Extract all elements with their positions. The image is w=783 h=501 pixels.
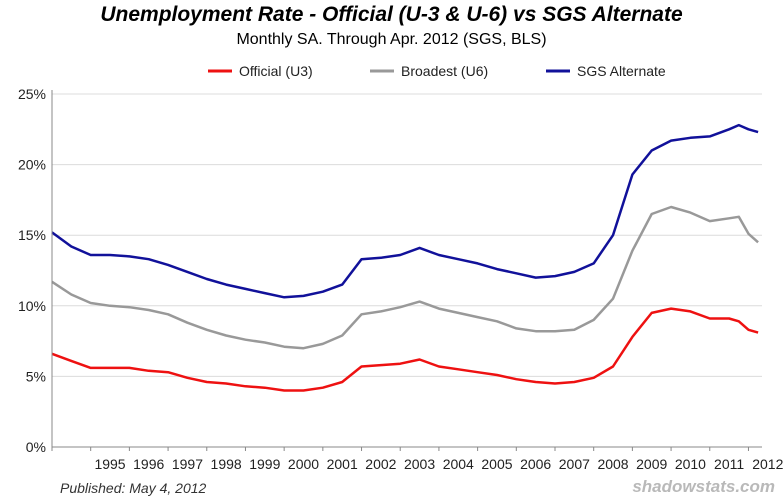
- x-tick-label: 2011: [714, 456, 744, 472]
- watermark: shadowstats.com: [632, 477, 775, 496]
- y-tick-label: 15%: [18, 227, 46, 243]
- x-tick-label: 2004: [443, 456, 474, 472]
- x-tick-label: 1998: [211, 456, 242, 472]
- y-tick-label: 5%: [26, 368, 46, 384]
- x-tick-label: 2000: [288, 456, 319, 472]
- x-tick-label: 1999: [249, 456, 280, 472]
- y-tick-label: 20%: [18, 157, 46, 173]
- series-line-sgs-alternate: [51, 123, 759, 299]
- series-lines: [51, 123, 759, 392]
- x-tick-label: 2007: [559, 456, 590, 472]
- legend-item: SGS Alternate: [546, 63, 666, 79]
- x-tick-label: 1996: [133, 456, 164, 472]
- x-tick-label: 2005: [481, 456, 512, 472]
- series-line-broadest-u6: [51, 205, 759, 350]
- legend-item: Official (U3): [208, 63, 313, 79]
- x-tick-label: 2002: [365, 456, 396, 472]
- y-tick-label: 0%: [26, 439, 46, 455]
- x-tick-label: 2009: [636, 456, 667, 472]
- legend-label: Broadest (U6): [401, 63, 488, 79]
- x-tick-label: 1995: [94, 456, 125, 472]
- x-tick-label: 1997: [172, 456, 203, 472]
- x-tick-label: 2012: [752, 456, 783, 472]
- grid-lines: [52, 93, 762, 377]
- series-line-official-u3: [51, 307, 759, 392]
- legend: Official (U3) Broadest (U6) SGS Alternate: [208, 63, 666, 79]
- x-tick-label: 2006: [520, 456, 551, 472]
- legend-item: Broadest (U6): [370, 63, 488, 79]
- axes: 0% 5% 10% 15% 20% 25% 1995 1996 1997 1998 1999 2000…: [18, 86, 783, 472]
- x-tick-label: 2003: [404, 456, 435, 472]
- legend-label: SGS Alternate: [577, 63, 666, 79]
- legend-label: Official (U3): [239, 63, 313, 79]
- chart-title: Unemployment Rate - Official (U-3 & U-6)…: [100, 3, 683, 26]
- y-tick-label: 10%: [18, 298, 46, 314]
- y-tick-label: 25%: [18, 86, 46, 102]
- x-tick-label: 2010: [675, 456, 706, 472]
- published-date: Published: May 4, 2012: [60, 480, 207, 496]
- chart-subtitle: Monthly SA. Through Apr. 2012 (SGS, BLS): [236, 31, 547, 48]
- x-tick-label: 2001: [327, 456, 358, 472]
- x-tick-label: 2008: [597, 456, 628, 472]
